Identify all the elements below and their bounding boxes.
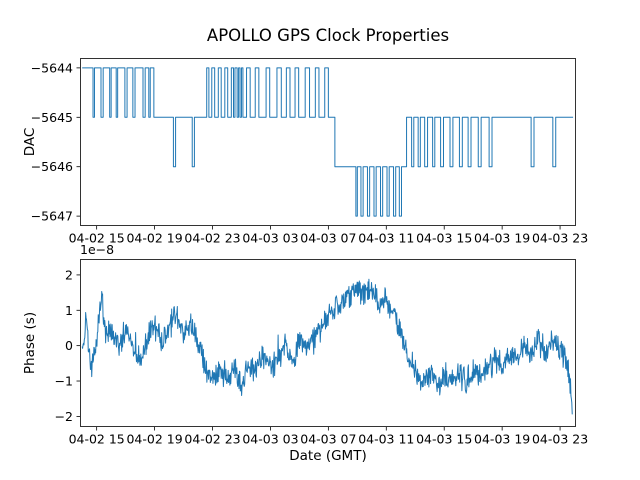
axes-frame [80, 259, 576, 427]
x-tick-label: 04-03 23 [532, 231, 588, 246]
x-tick-label: 04-03 03 [242, 231, 298, 246]
dac-chart: 04-02 15 04-02 19 04-02 23 04-03 03 04-03 07… [31, 58, 588, 246]
y-tick-label: −1 [55, 374, 73, 389]
x-tick-label: 04-03 03 [242, 432, 298, 447]
x-tick-label: 04-03 07 [300, 231, 356, 246]
y-tick-label: −5645 [31, 110, 73, 125]
figure-title: APOLLO GPS Clock Properties [206, 26, 450, 45]
y-tick-label: 2 [65, 267, 73, 282]
x-tick-label: 04-02 23 [184, 432, 240, 447]
y-tick-label: 0 [65, 338, 73, 353]
x-axis-label: Date (GMT) [289, 448, 367, 464]
y-tick-label: 1 [65, 303, 73, 318]
dac-steps-line [82, 67, 574, 217]
x-tick-label: 04-02 19 [126, 432, 182, 447]
x-tick-label: 04-02 15 [69, 432, 125, 447]
phase-offset-text: 1e−8 [80, 242, 115, 257]
y-tick-label: −5644 [31, 60, 73, 75]
axes-frame [80, 58, 576, 226]
x-tick-label: 04-03 19 [474, 231, 530, 246]
x-tick-label: 04-02 15 [69, 231, 125, 246]
x-tick-label: 04-03 07 [300, 432, 356, 447]
y-tick-label: −5647 [31, 209, 73, 224]
y-tick-label: −2 [55, 409, 73, 424]
x-tick-label: 04-03 19 [474, 432, 530, 447]
phase-noise-line [81, 278, 573, 415]
x-tick-label: 04-03 23 [532, 432, 588, 447]
x-tick-label: 04-02 19 [126, 231, 182, 246]
dac-axis-ylabel: DAC [22, 127, 38, 157]
x-tick-label: 04-03 15 [416, 432, 472, 447]
x-tick-label: 04-03 15 [416, 231, 472, 246]
x-tick-label: 04-03 11 [358, 432, 414, 447]
phase-chart: 04-02 15 04-02 19 04-02 23 04-03 03 04-03 07… [55, 259, 588, 447]
y-tick-label: −5646 [31, 159, 73, 174]
phase-axis-ylabel: Phase (s) [22, 311, 38, 375]
x-tick-label: 04-03 11 [358, 231, 414, 246]
x-tick-label: 04-02 23 [184, 231, 240, 246]
